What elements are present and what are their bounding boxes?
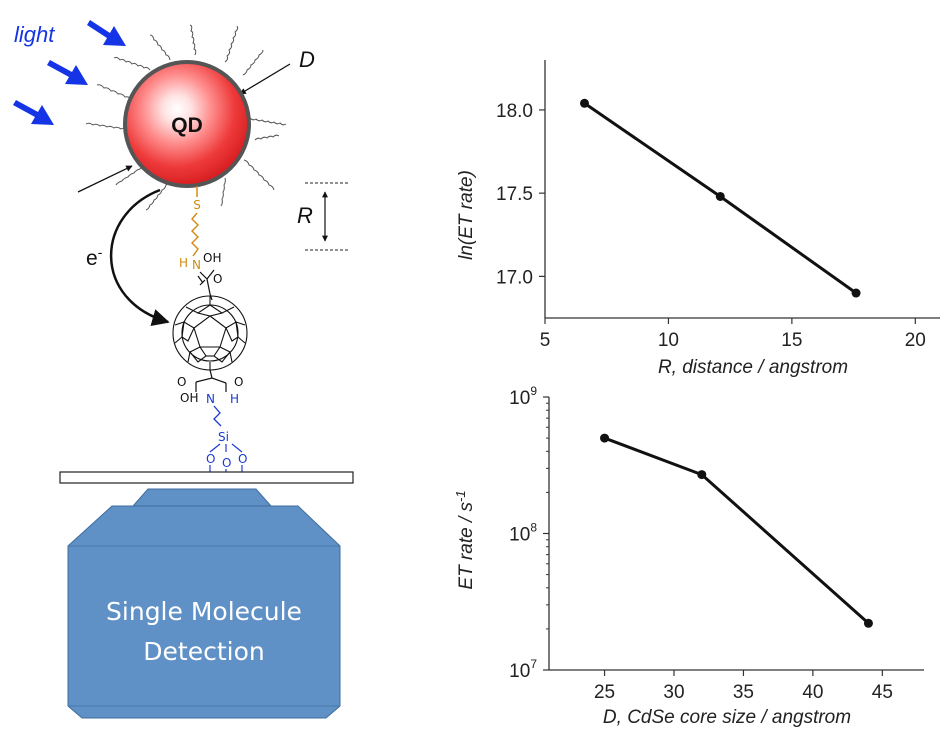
chart1-y-tick-label: 17.0 <box>496 267 533 288</box>
sulfur-label: S <box>193 198 201 212</box>
d-label: D <box>299 47 315 72</box>
chart2-xlabel: D, CdSe core size / angstrom <box>603 707 851 728</box>
chart2-marks <box>600 433 873 628</box>
chart1-ylabel: ln(ET rate) <box>456 170 477 260</box>
chart2-y-tick-label: 109 <box>509 384 537 409</box>
oxygen-label: O <box>206 452 215 466</box>
diameter-arrow-upper <box>239 63 291 95</box>
chart1-ticks: 5 10 15 20 17.0 17.5 18.0 <box>496 101 926 351</box>
fullerene-c60 <box>172 295 248 371</box>
light-label: light <box>14 22 55 47</box>
amide-h-bottom: H <box>230 392 239 406</box>
chart1-x-tick-label: 15 <box>781 330 802 351</box>
chart1-y-tick-label: 18.0 <box>496 101 533 122</box>
chart1-x-tick-label: 20 <box>905 330 926 351</box>
light-arrow-icon <box>13 100 54 125</box>
ligand-chains <box>85 24 287 211</box>
quantum-dot <box>123 60 251 188</box>
chart1-marks <box>580 98 861 298</box>
chart2-x-tick-label: 25 <box>594 682 615 703</box>
chart2-y-tick-label: 107 <box>509 657 537 682</box>
glass-substrate <box>59 471 354 484</box>
carbonyl-o-top: O <box>213 272 222 286</box>
detector-objective <box>67 488 341 719</box>
qd-label: QD <box>171 114 203 137</box>
amide-n-bottom: N <box>206 392 215 406</box>
chart2-ticks: 25 30 35 40 45 107 108 109 <box>509 384 893 703</box>
r-label: R <box>297 203 313 228</box>
chart2-ylabel: ET rate / s-1 <box>453 490 477 589</box>
chart2-data-point <box>697 470 707 480</box>
electron-transfer-arrow <box>109 188 170 327</box>
chart-distance: ln(ET rate) R, distance / angstrom 5 10 15… <box>456 60 940 378</box>
chart1-data-point <box>715 191 725 201</box>
oxygen-label: O <box>238 452 247 466</box>
chart1-xlabel: R, distance / angstrom <box>658 357 848 378</box>
carbonyl-o-bottom: O <box>177 375 186 389</box>
chart1-data-point <box>851 288 861 298</box>
chart2-x-tick-label: 35 <box>733 682 754 703</box>
light-arrows <box>13 20 126 125</box>
hydroxyl-top: OH <box>203 251 221 265</box>
silicon-label: Si <box>218 430 229 444</box>
chart1-x-tick-label: 5 <box>540 330 551 351</box>
silane-linker: N H Si O O O <box>206 392 247 472</box>
chart1-x-tick-label: 10 <box>658 330 679 351</box>
electron-label: e- <box>86 244 103 270</box>
top-malonate: OH O <box>197 251 222 301</box>
r-distance-marker: R <box>297 182 350 251</box>
chart1-data-point <box>580 98 589 108</box>
bottom-malonate: O O OH <box>177 369 243 405</box>
hydroxyl-bottom: OH <box>180 391 198 405</box>
chart2-x-tick-label: 40 <box>802 682 823 703</box>
chart2-x-tick-label: 30 <box>663 682 684 703</box>
chart2-data-point <box>863 618 873 628</box>
amide-n-top: N <box>192 258 201 272</box>
detector-label-line2: Detection <box>143 637 265 666</box>
thiol-linker: S H N <box>179 186 201 272</box>
light-arrow-icon <box>47 60 88 85</box>
chart1-axes <box>544 60 940 319</box>
carbonyl-o-bottom-right: O <box>234 375 243 389</box>
diameter-arrow-lower <box>77 165 133 193</box>
oxygen-label: O <box>222 456 231 470</box>
chart2-series-line <box>604 436 870 625</box>
amide-h-top: H <box>179 256 188 270</box>
light-arrow-icon <box>87 20 126 46</box>
chart2-data-point <box>600 433 610 443</box>
chart1-y-tick-label: 17.5 <box>496 184 533 205</box>
schematic: light D QD <box>13 20 354 719</box>
detector-label-line1: Single Molecule <box>106 597 302 626</box>
detector-label: Single Molecule Detection <box>68 592 340 672</box>
chart-core-size: ET rate / s-1 D, CdSe core size / angstr… <box>453 384 924 728</box>
chart2-y-tick-label: 108 <box>509 521 537 546</box>
chart2-x-tick-label: 45 <box>872 682 893 703</box>
